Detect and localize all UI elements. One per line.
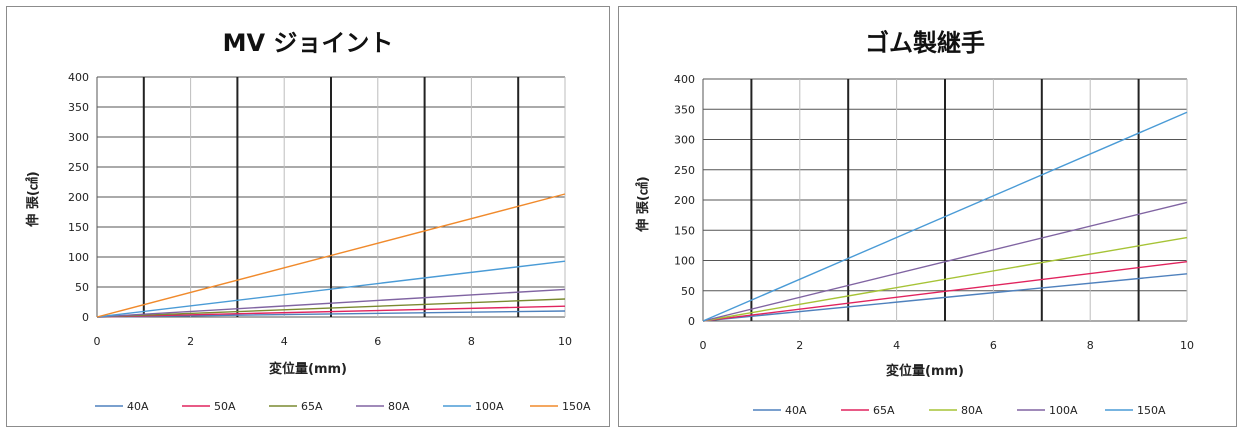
y-tick-label: 300 [674,134,695,147]
y-tick-label: 0 [82,311,89,324]
y-tick-label: 150 [674,224,695,237]
x-tick-label: 0 [700,339,707,352]
legend-label: 150A [562,400,591,413]
x-tick-label: 0 [94,335,101,348]
legend-label: 50A [214,400,236,413]
chart-mv-joint: MV ジョイント 0 50 100 150 200 250 300 350 400 0 2 4 6 8 10… [25,29,591,413]
legend-label: 80A [961,404,983,417]
x-tick-label: 10 [558,335,572,348]
y-tick-label: 100 [674,255,695,268]
series-line-80A [702,236,1188,322]
y-tick-label: 100 [68,251,89,264]
legend-item-65A: 65A [841,404,895,417]
x-axis-label: 変位量(mm) [269,361,347,377]
y-tick-label: 250 [68,161,89,174]
legend-item-65A: 65A [269,400,323,413]
legend-label: 150A [1137,404,1166,417]
series-line-100A [702,201,1188,322]
legend-item-80A: 80A [929,404,983,417]
legend-label: 100A [475,400,504,413]
legend-item-80A: 80A [356,400,410,413]
legend-label: 65A [873,404,895,417]
series-line-100A [96,260,566,318]
x-tick-label: 8 [1087,339,1094,352]
x-tick-label: 6 [374,335,381,348]
series-line-40A [96,310,566,318]
series-line-150A [702,111,1188,322]
y-tick-label: 50 [75,281,89,294]
y-tick-label: 0 [688,315,695,328]
legend: 40A 50A 65A 80A 100A 150A [95,400,591,413]
chart-panel-rubber-joint: ゴム製継手 0 50 100 150 200 250 300 350 400 0 2 4 6 8 10 変位… [618,6,1237,427]
legend-item-150A: 150A [530,400,591,413]
y-tick-label: 350 [674,103,695,116]
chart-title: ゴム製継手 [865,29,985,57]
y-tick-label: 150 [68,221,89,234]
legend-label: 65A [301,400,323,413]
legend-item-150A: 150A [1105,404,1166,417]
y-tick-label: 50 [681,285,695,298]
legend-label: 100A [1049,404,1078,417]
x-tick-label: 10 [1180,339,1194,352]
legend-label: 40A [127,400,149,413]
series-line-40A [702,273,1188,322]
legend-item-40A: 40A [753,404,807,417]
legend-item-100A: 100A [1017,404,1078,417]
legend-label: 40A [785,404,807,417]
legend-item-100A: 100A [443,400,504,413]
series-line-65A [702,261,1188,322]
legend-item-50A: 50A [182,400,236,413]
x-axis-label: 変位量(mm) [886,363,964,379]
chart-title: MV ジョイント [223,29,394,57]
x-tick-label: 2 [187,335,194,348]
y-tick-label: 350 [68,101,89,114]
plot-area: 0 50 100 150 200 250 300 350 400 0 2 4 6 8 10 [674,73,1194,352]
x-tick-label: 8 [468,335,475,348]
series-line-80A [96,288,566,318]
y-axis-label: 伸 張(㎠) [635,176,651,232]
x-tick-label: 4 [281,335,288,348]
x-tick-label: 2 [796,339,803,352]
chart-rubber-joint: ゴム製継手 0 50 100 150 200 250 300 350 400 0 2 4 6 8 10 変位… [635,29,1194,417]
series-line-150A [96,193,566,318]
y-tick-label: 200 [674,194,695,207]
legend: 40A 65A 80A 100A 150A [753,404,1166,417]
plot-area: 0 50 100 150 200 250 300 350 400 0 2 4 6 8 10 [68,71,572,348]
y-tick-label: 250 [674,164,695,177]
y-tick-label: 300 [68,131,89,144]
y-tick-label: 200 [68,191,89,204]
x-tick-label: 4 [893,339,900,352]
series-line-50A [96,305,566,318]
x-tick-label: 6 [990,339,997,352]
series-line-65A [96,298,566,318]
legend-label: 80A [388,400,410,413]
y-tick-label: 400 [674,73,695,86]
y-tick-label: 400 [68,71,89,84]
chart-panel-mv-joint: MV ジョイント 0 50 100 150 200 250 300 350 400 0 2 4 6 8 10… [6,6,610,427]
y-axis-label: 伸 張(㎠) [25,171,41,227]
legend-item-40A: 40A [95,400,149,413]
